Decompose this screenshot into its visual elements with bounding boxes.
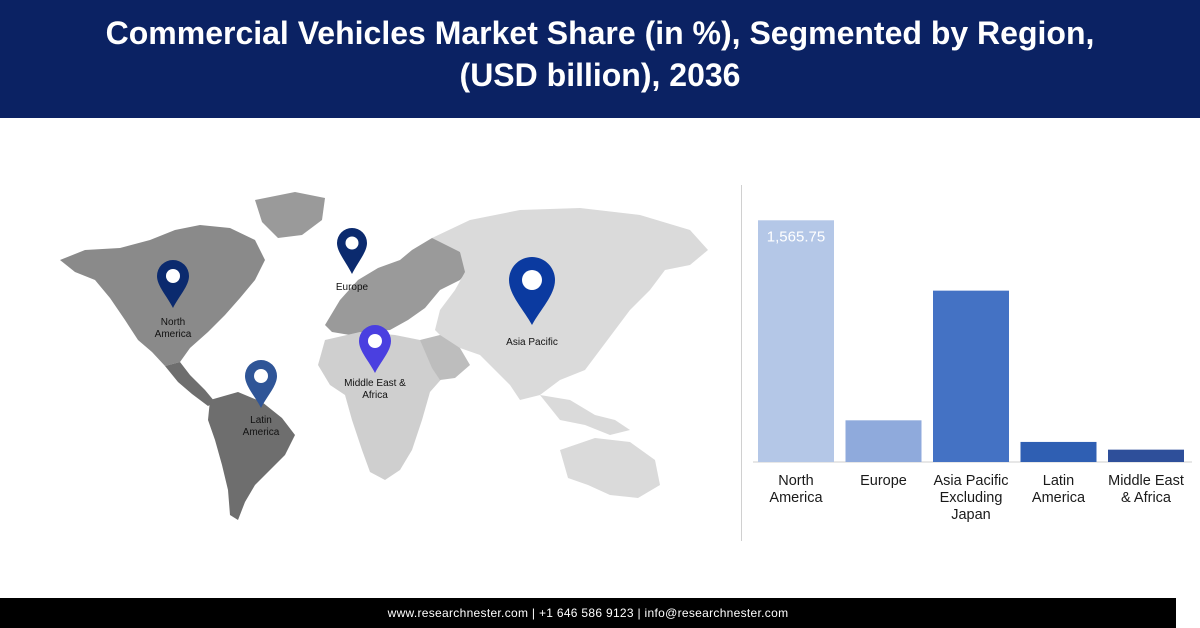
category-label-4-line-1: & Africa bbox=[1121, 490, 1172, 506]
pin-middle-east-africa: Middle East & Africa bbox=[344, 325, 406, 401]
category-label-2-line-1: Excluding bbox=[940, 490, 1003, 506]
pin-latin-america: Latin America bbox=[243, 360, 280, 438]
footer-contact-bar: www.researchnester.com | +1 646 586 9123… bbox=[0, 598, 1176, 628]
pin-label-latin-america-line-2: America bbox=[243, 427, 280, 438]
world-map: North America Europe Asia Pacific Middle… bbox=[60, 192, 708, 520]
bar-0 bbox=[758, 220, 834, 462]
pin-europe: Europe bbox=[336, 228, 369, 293]
pin-label-north-america-line-2: America bbox=[155, 329, 192, 340]
map-pin-icon bbox=[245, 360, 277, 408]
category-label-4-line-0: Middle East bbox=[1108, 473, 1184, 489]
category-label-2-line-2: Japan bbox=[951, 507, 991, 523]
category-label-0-line-1: America bbox=[769, 490, 823, 506]
pin-label-middle-east-africa-line-2: Africa bbox=[362, 390, 388, 401]
map-land-south-america bbox=[208, 392, 295, 520]
map-land-central-america bbox=[165, 362, 215, 406]
map-land-middle-east bbox=[420, 335, 470, 380]
pin-asia-pacific: Asia Pacific bbox=[506, 257, 558, 348]
data-label-0: 1,565.75 bbox=[767, 228, 825, 245]
map-land-greenland bbox=[255, 192, 325, 238]
map-land-australia bbox=[560, 438, 660, 498]
pin-label-asia-pacific: Asia Pacific bbox=[506, 337, 558, 348]
chart-title-line-2: (USD billion), 2036 bbox=[459, 57, 741, 93]
pin-north-america: North America bbox=[155, 260, 192, 340]
bar-1 bbox=[845, 420, 922, 462]
category-label-3-line-1: America bbox=[1032, 490, 1086, 506]
bar-4 bbox=[1108, 449, 1184, 462]
category-label-2-line-0: Asia Pacific bbox=[934, 473, 1009, 489]
bar-3 bbox=[1020, 441, 1097, 462]
category-label-3-line-0: Latin bbox=[1043, 473, 1074, 489]
map-land-asia bbox=[432, 208, 708, 400]
map-pin-icon bbox=[509, 257, 555, 325]
bar-2 bbox=[933, 290, 1009, 462]
chart-title-line-1: Commercial Vehicles Market Share (in %),… bbox=[105, 15, 1095, 51]
map-land-southeast-asia bbox=[540, 395, 630, 435]
pin-label-middle-east-africa-line-1: Middle East & bbox=[344, 378, 406, 389]
map-land-europe bbox=[325, 238, 470, 335]
pin-label-europe: Europe bbox=[336, 282, 369, 293]
category-label-0-line-0: North bbox=[778, 473, 813, 489]
map-land-africa bbox=[318, 332, 445, 480]
header-banner: Commercial Vehicles Market Share (in %),… bbox=[0, 0, 1200, 118]
map-pin-icon bbox=[157, 260, 189, 308]
chart-divider bbox=[741, 185, 742, 541]
pin-label-north-america-line-1: North bbox=[161, 317, 185, 328]
pin-label-latin-america-line-1: Latin bbox=[250, 415, 272, 426]
map-pin-icon bbox=[337, 228, 367, 274]
map-pin-icon bbox=[359, 325, 391, 373]
map-land-north-america bbox=[60, 225, 265, 366]
category-label-1-line-0: Europe bbox=[860, 473, 907, 489]
